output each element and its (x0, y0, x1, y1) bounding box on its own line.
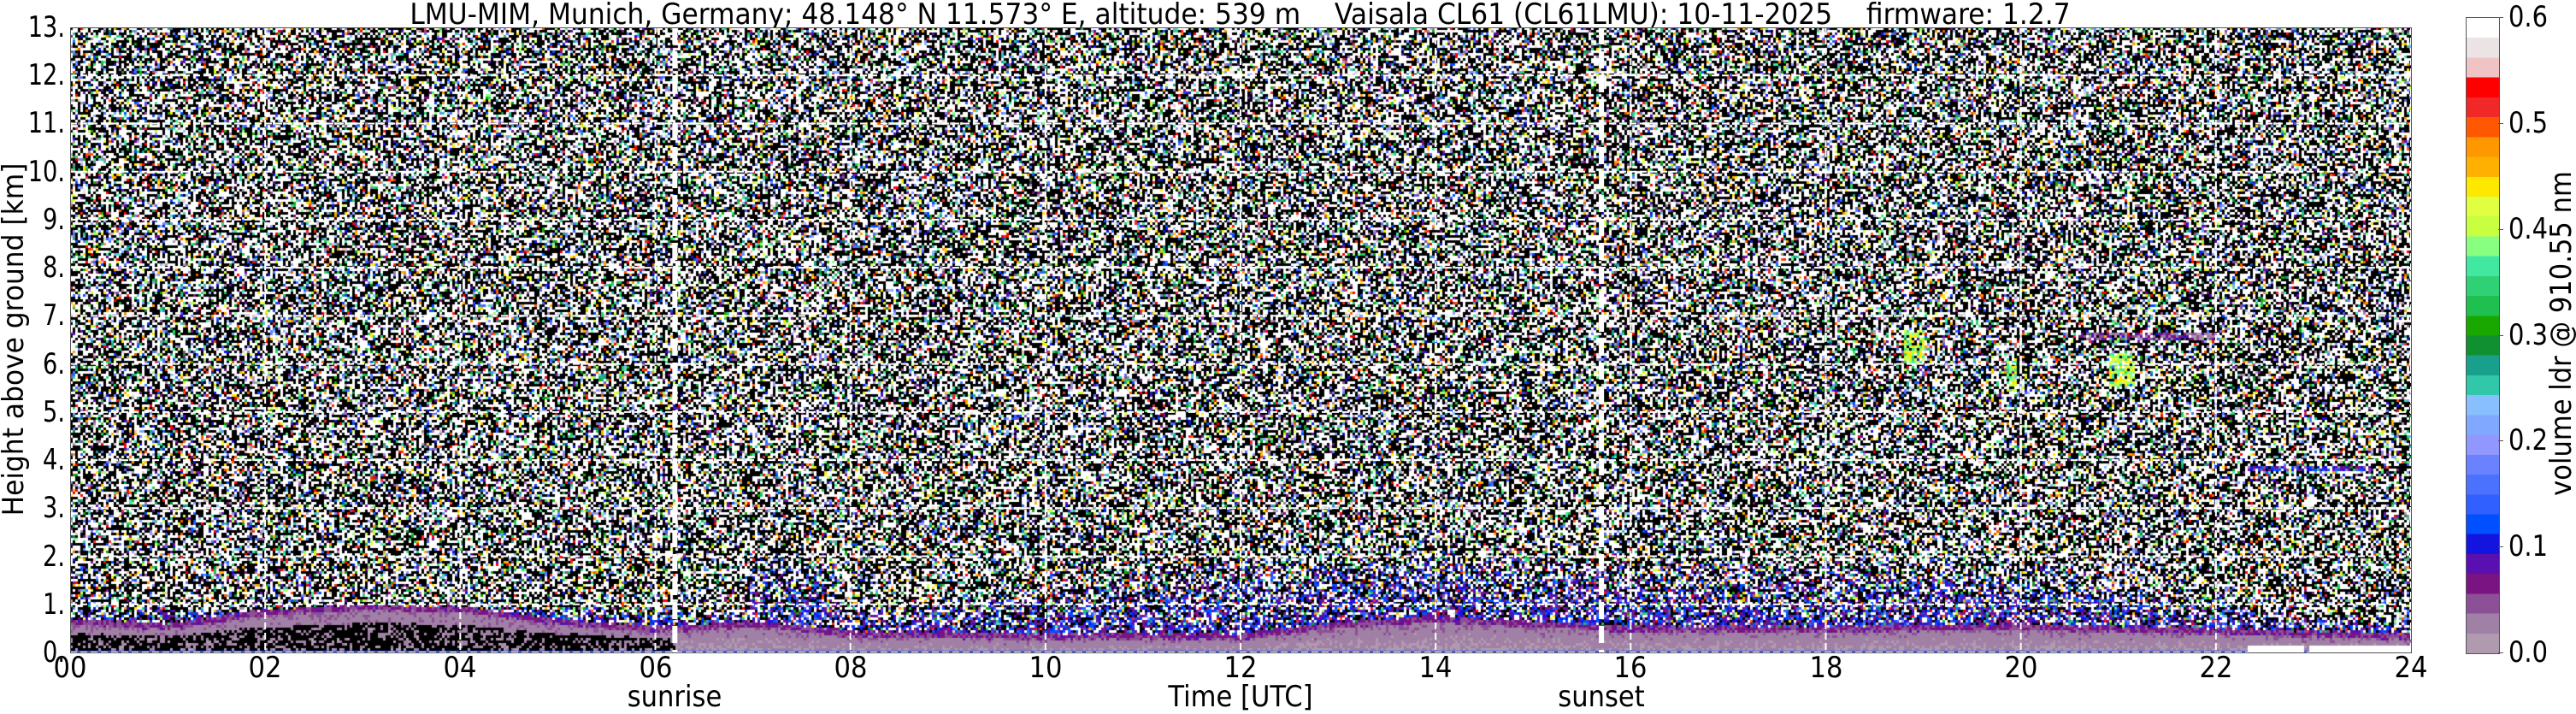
x-tick-label: 08 (834, 651, 868, 685)
colorbar-tick-mark (2498, 546, 2503, 548)
colorbar-tick-label: 0.4 (2508, 211, 2548, 246)
colorbar-tick-mark (2498, 652, 2503, 653)
x-tick-label: 02 (248, 651, 282, 685)
colorbar-tick-label: 0.0 (2508, 635, 2548, 670)
colorbar-tick-mark (2498, 228, 2503, 230)
colorbar-tick-mark (2498, 17, 2503, 18)
y-tick-label: 6. (43, 346, 65, 381)
y-tick-label: 8. (43, 251, 65, 286)
y-tick-label: 7. (43, 298, 65, 333)
colorbar-tick-mark (2498, 122, 2503, 124)
x-axis-label: Time [UTC] (1168, 680, 1313, 714)
colorbar-tick-mark (2498, 440, 2503, 442)
x-tick-label: 14 (1418, 651, 1453, 685)
chart-title: LMU-MIM, Munich, Germany; 48.148° N 11.5… (410, 0, 2071, 32)
y-tick-label: 5. (43, 394, 65, 429)
colorbar (2466, 17, 2500, 654)
x-tick-label: 22 (2199, 651, 2233, 685)
x-tick-label: 04 (443, 651, 477, 685)
y-tick-label: 4. (43, 443, 65, 478)
x-tick-label: 18 (1809, 651, 1842, 685)
y-tick-label: 1. (43, 587, 65, 622)
y-axis-label: Height above ground [km] (0, 162, 31, 516)
grid-overlay (70, 27, 2411, 652)
colorbar-tick-label: 0.6 (2508, 0, 2548, 34)
y-tick-label: 13. (27, 10, 65, 44)
annotation-sunrise: sunrise (628, 680, 722, 714)
y-tick-label: 10. (27, 154, 65, 189)
annotation-sunset: sunset (1558, 680, 1645, 714)
x-tick-label: 12 (1223, 651, 1258, 685)
x-tick-label: 06 (639, 651, 672, 685)
colorbar-tick-label: 0.5 (2508, 105, 2548, 140)
colorbar-label: volume ldr @ 910.55 nm (2544, 171, 2576, 496)
x-tick-label: 20 (2004, 651, 2038, 685)
colorbar-tick-label: 0.3 (2508, 317, 2548, 352)
y-tick-label: 0. (43, 635, 65, 670)
y-tick-label: 12. (27, 58, 65, 93)
x-tick-label: 00 (53, 651, 87, 685)
colorbar-tick-label: 0.1 (2508, 529, 2548, 564)
y-tick-label: 3. (43, 491, 65, 526)
x-tick-label: 16 (1613, 651, 1648, 685)
plot-area (70, 27, 2411, 652)
y-tick-label: 11. (27, 106, 65, 141)
x-tick-label: 10 (1029, 651, 1063, 685)
x-tick-label: 24 (2394, 651, 2428, 685)
colorbar-tick-label: 0.2 (2508, 423, 2548, 458)
y-tick-label: 9. (43, 202, 65, 237)
colorbar-tick-mark (2498, 334, 2503, 336)
y-tick-label: 2. (43, 539, 65, 574)
